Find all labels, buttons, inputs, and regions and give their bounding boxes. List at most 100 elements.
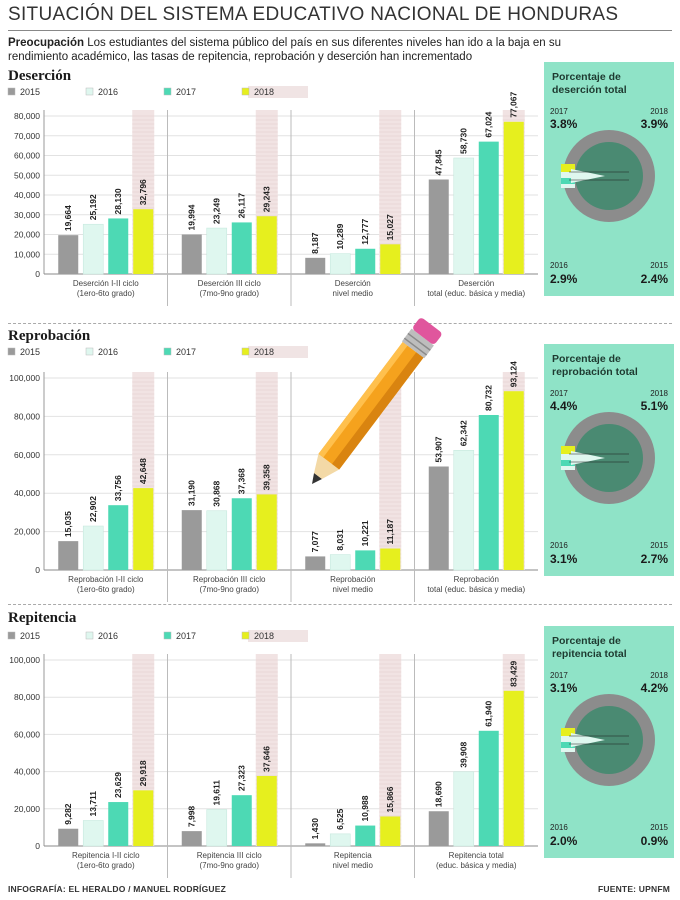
bar-2015 (305, 843, 326, 846)
bar-value-label: 28,130 (113, 188, 123, 214)
legend-label-2018: 2018 (254, 87, 274, 97)
pencil-lead (312, 473, 323, 484)
bar-2017 (478, 730, 499, 846)
y-tick-label: 70,000 (14, 131, 40, 141)
bar-value-label: 29,918 (138, 760, 148, 786)
bar-value-label: 19,994 (187, 204, 197, 230)
bar-value-label: 26,117 (237, 193, 247, 219)
pct-segment (561, 466, 575, 470)
bar-2018 (380, 244, 401, 274)
bar-value-label: 9,282 (63, 803, 73, 825)
intro-paragraph: Preocupación Los estudiantes del sistema… (8, 36, 608, 64)
pct-wedge (571, 451, 605, 465)
pct-year-2018: 2018 (650, 107, 668, 116)
pct-year-2017: 2017 (550, 389, 568, 398)
y-tick-label: 60,000 (14, 450, 40, 460)
pencil-body-light (318, 342, 408, 458)
bar-value-label: 11,187 (385, 519, 395, 545)
y-tick-label: 40,000 (14, 488, 40, 498)
legend-highlight (248, 346, 308, 358)
legend-label-2017: 2017 (176, 87, 196, 97)
y-tick-label: 60,000 (14, 151, 40, 161)
bar-value-label: 10,988 (360, 795, 370, 821)
bar-value-label: 58,730 (459, 128, 469, 154)
pct-segment (561, 736, 575, 742)
pct-segment (561, 446, 575, 454)
section-title-reprobacion: Reprobación (8, 328, 91, 344)
y-tick-label: 30,000 (14, 210, 40, 220)
section-title-repitencia: Repitencia (8, 610, 77, 626)
bar-2018 (133, 488, 154, 570)
bar-2016 (206, 809, 228, 847)
bar-2016 (82, 820, 104, 847)
section-divider (8, 323, 672, 324)
pct-year-2015: 2015 (650, 261, 668, 270)
bar-value-label: 1,430 (310, 818, 320, 840)
legend-label-2017: 2017 (176, 347, 196, 357)
bar-value-label: 7,077 (310, 531, 320, 553)
section-divider (8, 604, 672, 605)
pct-year-2016: 2016 (550, 541, 568, 550)
bar-value-label: 80,732 (484, 385, 494, 411)
bar-2015 (305, 556, 326, 570)
pct-value-2017: 3.1% (550, 681, 578, 695)
pct-year-2015: 2015 (650, 541, 668, 550)
legend-label-2016: 2016 (98, 87, 118, 97)
y-tick-label: 40,000 (14, 767, 40, 777)
footer-source: FUENTE: UPNFM (597, 884, 670, 894)
bar-2018 (380, 548, 401, 570)
bar-2018 (380, 816, 401, 846)
section-title-desercion: Deserción (8, 68, 72, 84)
y-tick-label: 10,000 (14, 249, 40, 259)
bar-value-label: 42,648 (138, 458, 148, 484)
group-sublabel: (1ero-6to grado) (77, 861, 135, 870)
bar-2016 (329, 253, 351, 275)
bar-2017 (231, 222, 252, 274)
pct-ring-inner (575, 706, 643, 774)
highlight-2018 (379, 372, 402, 570)
bar-2018 (503, 121, 524, 274)
pct-value-2017: 3.8% (550, 117, 578, 131)
legend-label-2016: 2016 (98, 631, 118, 641)
legend-swatch-2017 (163, 631, 172, 640)
bar-value-label: 15,035 (63, 511, 73, 537)
bar-value-label: 22,902 (88, 496, 98, 522)
bar-value-label: 8,187 (310, 232, 320, 254)
pct-segment (561, 454, 575, 460)
y-tick-label: 60,000 (14, 729, 40, 739)
bar-2016 (82, 223, 104, 275)
legend-swatch-2016 (85, 87, 94, 96)
bar-2017 (231, 498, 252, 570)
group-sublabel: total (educ. básica y media) (427, 289, 525, 298)
pct-panel-title: Porcentaje de (552, 71, 621, 83)
bar-2015 (181, 234, 202, 274)
bar-2018 (503, 690, 524, 846)
pct-value-2016: 3.1% (550, 552, 578, 566)
pct-panel-title: Porcentaje de (552, 635, 621, 647)
bar-2017 (478, 141, 499, 274)
bar-value-label: 15,027 (385, 214, 395, 240)
bar-value-label: 37,646 (262, 746, 272, 772)
y-tick-label: 20,000 (14, 230, 40, 240)
pct-value-2015: 2.7% (641, 552, 669, 566)
group-sublabel: nivel medio (333, 861, 374, 870)
group-label: Repitencia I-II ciclo (72, 851, 140, 860)
bar-value-label: 83,429 (509, 661, 519, 687)
y-tick-label: 80,000 (14, 692, 40, 702)
group-label: Repitencia (334, 851, 372, 860)
y-tick-label: 0 (35, 841, 40, 851)
pct-panel-title: deserción total (552, 84, 627, 96)
bar-2017 (355, 825, 376, 846)
bar-2018 (256, 775, 277, 846)
pct-ring-inner (575, 142, 643, 210)
bar-value-label: 93,124 (509, 361, 519, 387)
bar-value-label: 19,611 (212, 780, 222, 806)
pct-segment (561, 178, 575, 184)
pencil-ferrule (401, 328, 434, 359)
pct-value-2018: 4.2% (641, 681, 669, 695)
y-tick-label: 40,000 (14, 190, 40, 200)
bar-value-label: 37,368 (237, 468, 247, 494)
legend-label-2016: 2016 (98, 347, 118, 357)
